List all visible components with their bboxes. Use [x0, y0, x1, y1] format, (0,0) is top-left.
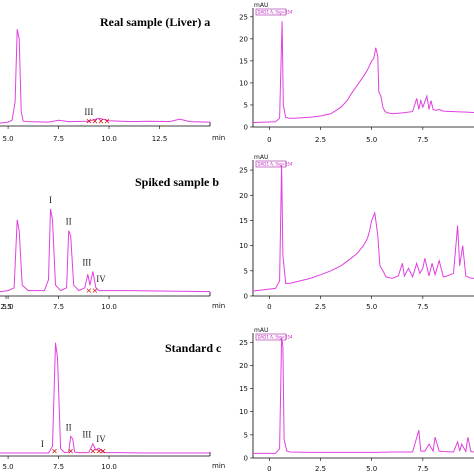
- x-tick-label: 0: [267, 136, 271, 144]
- x-tick-label: 5.0: [3, 303, 14, 311]
- x-tick-label: 10.0: [101, 135, 117, 143]
- chromatogram-trace: [252, 21, 474, 124]
- integration-marker: [90, 448, 96, 454]
- peak-label: III: [84, 107, 93, 117]
- chromatogram-trace: [0, 208, 211, 293]
- panel-label: Spiked sample b: [135, 175, 219, 189]
- x-tick-label: 7.5: [417, 303, 428, 311]
- left-panel-real-sample: 5.0 7.5 10.0 12.5 min Real sample (Liver) a II…: [0, 15, 225, 143]
- integration-marker: [52, 448, 57, 454]
- signal-box: [255, 160, 287, 168]
- x-tick-label: 2.5: [315, 136, 326, 144]
- peak-label: II: [66, 217, 72, 227]
- x-tick-label: 5.0: [366, 465, 377, 473]
- signal-box: [255, 333, 287, 341]
- y-axis-unit: mAU: [254, 2, 268, 9]
- peak-label: I: [49, 195, 52, 205]
- y-tick-label: 20: [239, 35, 248, 43]
- y-tick-label: 0: [244, 293, 248, 301]
- signal-box-label: DAD1 A, Sig=254: [258, 335, 294, 340]
- y-tick-label: 20: [239, 362, 248, 370]
- signal-box: [255, 8, 287, 16]
- integration-marker: [104, 118, 110, 124]
- y-tick-label: 15: [239, 217, 248, 225]
- y-tick-label: 0: [244, 455, 248, 463]
- y-tick-label: 10: [239, 79, 248, 87]
- x-axis-label: min: [212, 134, 225, 142]
- x-tick-label: 5.0: [3, 135, 14, 143]
- panel-label: Standard c: [165, 341, 222, 355]
- peak-label: III: [82, 258, 91, 268]
- x-axis-label: min: [212, 462, 225, 470]
- x-tick-label: 7.5: [53, 463, 64, 471]
- y-tick-label: 10: [239, 408, 248, 416]
- x-tick-label: 5.0: [366, 303, 377, 311]
- x-tick-label: 7.5: [417, 136, 428, 144]
- x-tick-label: 0: [267, 465, 271, 473]
- x-tick-label: 7.5: [53, 303, 64, 311]
- integration-marker: [86, 118, 92, 124]
- integration-marker: [92, 288, 98, 293]
- signal-box-label: DAD1 A, Sig=254: [258, 10, 294, 15]
- panel-label: Real sample (Liver) a: [100, 15, 210, 29]
- peak-label: I: [41, 439, 44, 449]
- x-tick-label: 10.0: [101, 463, 117, 471]
- signal-box-label: DAD1 A, Sig=254: [258, 162, 294, 167]
- chromatogram-trace: [0, 29, 211, 124]
- y-tick-label: 15: [239, 57, 248, 65]
- integration-marker: [68, 448, 73, 454]
- peak-label: IV: [96, 274, 106, 284]
- peak-label: II: [66, 422, 72, 432]
- integration-marker: [98, 118, 104, 124]
- x-tick-label: 7.5: [53, 135, 64, 143]
- y-tick-label: 15: [239, 385, 248, 393]
- y-tick-label: 20: [239, 192, 248, 200]
- x-tick-label: 12.5: [152, 135, 168, 143]
- x-tick-label: 5.0: [3, 463, 14, 471]
- integration-marker: [100, 448, 106, 454]
- y-tick-label: 5: [244, 267, 248, 275]
- integration-marker: [96, 448, 102, 454]
- y-axis-unit: mAU: [254, 154, 268, 161]
- y-tick-label: 5: [244, 101, 248, 109]
- x-tick-label: 2.5: [315, 303, 326, 311]
- y-axis-unit: mAU: [254, 327, 268, 334]
- y-tick-label: 10: [239, 242, 248, 250]
- x-tick-label: 5.0: [366, 136, 377, 144]
- y-tick-label: 25: [239, 167, 248, 175]
- x-tick-label: 10.0: [101, 303, 117, 311]
- x-tick-label: 2.5: [0, 303, 11, 311]
- x-tick-label: 7.5: [417, 465, 428, 473]
- peak-label: IV: [96, 434, 106, 444]
- y-tick-label: 0: [244, 124, 248, 132]
- peak-label: III: [82, 430, 91, 440]
- y-tick-label: 25: [239, 339, 248, 347]
- integration-marker: [86, 288, 92, 293]
- y-tick-label: 5: [244, 431, 248, 439]
- integration-marker: [92, 118, 98, 124]
- x-axis-label: min: [212, 302, 225, 310]
- x-tick-label: 0: [267, 303, 271, 311]
- y-tick-label: 25: [239, 13, 248, 21]
- chromatogram-trace: [253, 337, 474, 454]
- chromatogram-trace: [252, 164, 474, 292]
- x-tick-label: 2.5: [315, 465, 326, 473]
